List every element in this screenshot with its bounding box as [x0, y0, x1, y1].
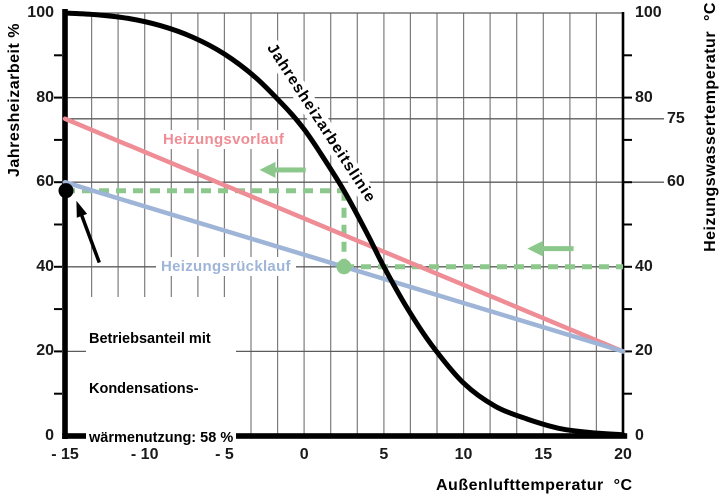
y-right-tick-label-60: 60	[667, 173, 685, 191]
x-tick-label--5: - 5	[215, 446, 234, 463]
x-tick-label-0: 0	[299, 446, 309, 463]
x-tick-label-15: 15	[534, 446, 553, 463]
annotation-line-3: wärmenutzung: 58 %	[89, 430, 234, 446]
y-right-tick-label-80: 80	[635, 88, 653, 106]
y-right-tick-label-20: 20	[635, 342, 653, 360]
y-right-tick-label-75: 75	[667, 109, 685, 127]
x-axis-title: Außenlufttemperatur °C	[436, 477, 633, 494]
y-left-tick-label-80: 80	[36, 88, 54, 106]
y-right-tick-label-0: 0	[635, 427, 644, 444]
y-left-tick-label-100: 100	[27, 4, 54, 21]
y-left-tick-label-60: 60	[36, 173, 54, 191]
x-tick-label-20: 20	[614, 446, 632, 463]
y-right-tick-label-40: 40	[635, 257, 653, 275]
annotation-text: Betriebsanteil mit Kondensations- wärmen…	[86, 297, 237, 481]
x-tick-label--10: - 10	[130, 446, 159, 463]
x-tick-label-5: 5	[379, 446, 389, 463]
y-left-tick-label-20: 20	[36, 342, 54, 360]
annotation-line-2: Kondensations-	[89, 380, 199, 397]
ruecklauf-line-label: Heizungsrücklauf	[156, 257, 296, 276]
annotation-line-1: Betriebsanteil mit	[89, 331, 211, 347]
x-tick-label-10: 10	[454, 446, 473, 463]
y-right-tick-label-100: 100	[635, 4, 662, 21]
vorlauf-line-label: Heizungsvorlauf	[160, 130, 288, 149]
y-left-tick-label-40: 40	[36, 257, 54, 275]
y-left-tick-label-0: 0	[45, 427, 54, 444]
y-right-axis-title: Heizungswassertemperatur °C	[702, 2, 719, 252]
x-tick-label--15: - 15	[51, 446, 79, 463]
